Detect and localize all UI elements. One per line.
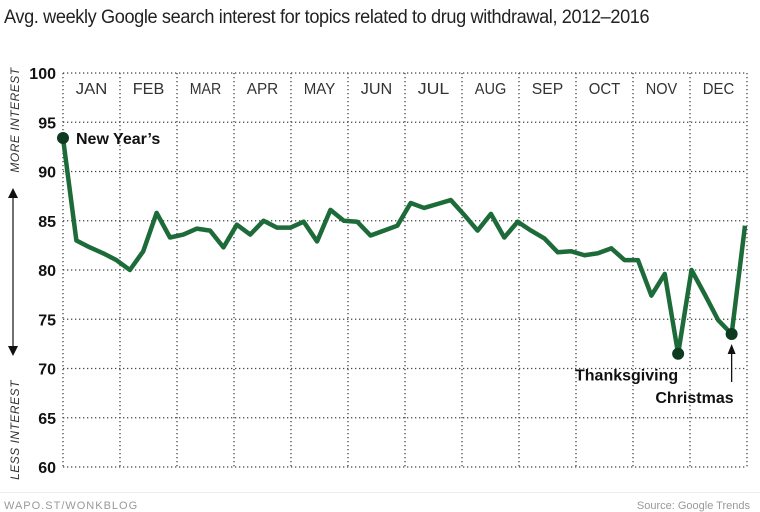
annotation-label: Thanksgiving <box>575 368 678 385</box>
y-tick-label: 70 <box>38 362 56 379</box>
annotation-marker <box>57 132 69 144</box>
month-label: MAR <box>190 81 222 98</box>
y-tick-label: 80 <box>38 263 56 280</box>
y-tick-label: 75 <box>38 312 56 329</box>
y-tick-label: 65 <box>38 411 56 428</box>
arrow-down-icon <box>8 346 18 356</box>
month-label: JUN <box>361 81 393 98</box>
month-label: FEB <box>133 81 165 98</box>
annotation-marker <box>672 348 684 360</box>
y-tick-label: 60 <box>38 460 56 477</box>
month-label: SEP <box>532 81 564 98</box>
y-tick-label: 85 <box>38 214 56 231</box>
month-label: DEC <box>703 81 735 98</box>
footer-source: Source: Google Trends <box>637 500 750 512</box>
y-label-less: LESS INTEREST <box>8 379 22 480</box>
annotation-marker <box>726 328 738 340</box>
month-label: APR <box>247 81 279 98</box>
month-label: JUL <box>418 81 450 98</box>
y-label-more: MORE INTEREST <box>8 66 22 172</box>
month-label: NOV <box>646 81 678 98</box>
annotation-label: New Year’s <box>76 131 160 148</box>
y-tick-label: 95 <box>38 115 56 132</box>
month-label: OCT <box>589 81 621 98</box>
annotation-label: Christmas <box>655 390 733 407</box>
series-line <box>63 138 745 354</box>
y-tick-label: 100 <box>29 66 56 83</box>
footer-divider <box>0 492 760 493</box>
arrow-up-icon <box>8 188 18 198</box>
y-tick-label: 90 <box>38 165 56 182</box>
footer-credit: WAPO.ST/WONKBLOG <box>4 500 138 512</box>
month-label: JAN <box>76 81 108 98</box>
month-label: MAY <box>304 81 336 98</box>
month-label: AUG <box>475 81 507 98</box>
arrow-up-icon <box>728 344 736 354</box>
